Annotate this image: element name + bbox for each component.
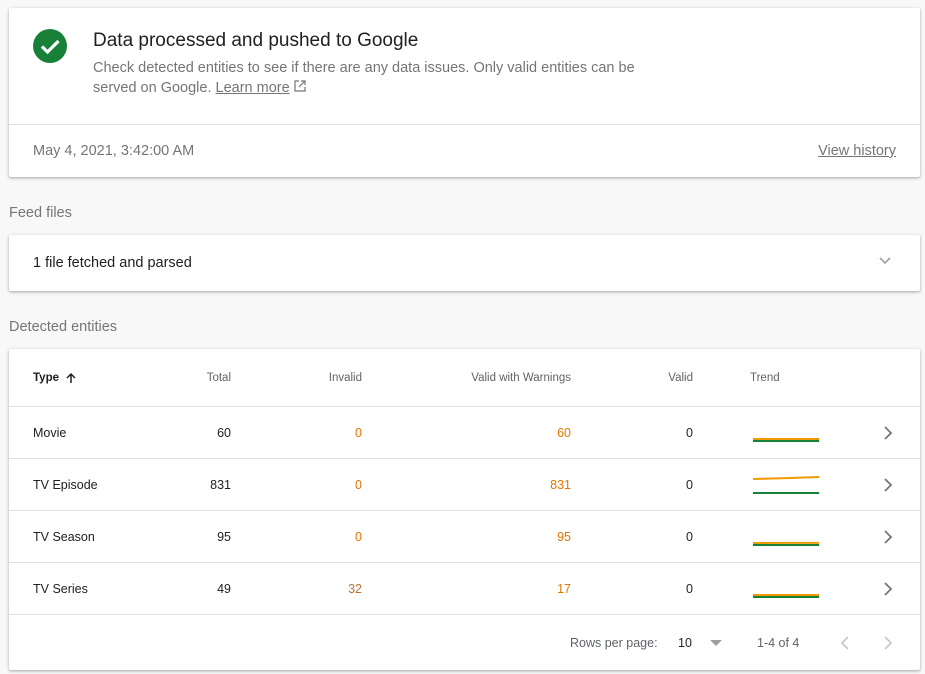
cell-invalid: 32 — [348, 581, 362, 596]
cell-warnings: 831 — [550, 477, 571, 492]
table-row[interactable]: TV Season 95 0 95 0 — [9, 511, 920, 563]
arrow-up-icon — [66, 372, 76, 383]
chevron-right-icon[interactable] — [883, 581, 893, 596]
cell-warnings: 95 — [557, 529, 571, 544]
rows-per-page-select[interactable]: 10 — [678, 636, 722, 650]
table-row[interactable]: TV Episode 831 0 831 0 — [9, 459, 920, 511]
cell-type: TV Season — [33, 529, 95, 544]
page-range: 1-4 of 4 — [757, 635, 800, 650]
column-header-invalid[interactable]: Invalid — [328, 371, 362, 384]
cell-valid: 0 — [686, 581, 693, 596]
status-title: Data processed and pushed to Google — [93, 30, 419, 51]
view-history-link[interactable]: View history — [818, 143, 896, 159]
column-header-trend: Trend — [750, 371, 780, 384]
caret-down-icon — [709, 639, 722, 646]
cell-valid: 0 — [686, 425, 693, 440]
detected-entities-heading: Detected entities — [9, 319, 118, 335]
table-header: Type Total Invalid Valid with Warnings V… — [9, 349, 920, 407]
divider — [9, 124, 920, 125]
column-header-warnings[interactable]: Valid with Warnings — [471, 371, 571, 384]
cell-type: TV Episode — [33, 477, 98, 492]
trend-sparkline — [753, 437, 819, 442]
status-card: Data processed and pushed to Google Chec… — [9, 8, 920, 177]
cell-valid: 0 — [686, 477, 693, 492]
external-link-icon — [294, 80, 306, 92]
feed-summary: 1 file fetched and parsed — [33, 255, 192, 271]
cell-total: 95 — [217, 529, 231, 544]
trend-sparkline — [753, 541, 819, 546]
table-row[interactable]: Movie 60 0 60 0 — [9, 407, 920, 459]
feed-files-heading: Feed files — [9, 205, 72, 221]
cell-total: 49 — [217, 581, 231, 596]
column-header-total[interactable]: Total — [206, 371, 231, 384]
prev-page-icon[interactable] — [839, 635, 851, 650]
column-header-type[interactable]: Type — [33, 372, 77, 384]
trend-warnings-line — [753, 475, 819, 480]
cell-total: 60 — [217, 425, 231, 440]
cell-type: Movie — [33, 425, 67, 440]
entities-table: Type Total Invalid Valid with Warnings V… — [9, 349, 920, 670]
chevron-right-icon[interactable] — [883, 529, 893, 544]
table-row[interactable]: TV Series 49 32 17 0 — [9, 563, 920, 615]
column-header-valid[interactable]: Valid — [668, 371, 693, 384]
chevron-down-icon[interactable] — [878, 253, 892, 267]
cell-warnings: 60 — [557, 425, 571, 440]
trend-sparkline — [753, 593, 819, 598]
rows-per-page-label: Rows per page: — [570, 635, 658, 650]
next-page-icon[interactable] — [882, 635, 894, 650]
feed-files-expander[interactable]: 1 file fetched and parsed — [9, 235, 920, 291]
chevron-right-icon[interactable] — [883, 425, 893, 440]
pagination: Rows per page: 10 1-4 of 4 — [9, 615, 920, 670]
learn-more-link[interactable]: Learn more — [215, 80, 290, 96]
chevron-right-icon[interactable] — [883, 477, 893, 492]
trend-sparkline — [753, 475, 819, 494]
cell-total: 831 — [210, 477, 231, 492]
cell-invalid: 0 — [355, 477, 362, 492]
check-circle-icon — [33, 29, 67, 63]
cell-warnings: 17 — [557, 581, 571, 596]
timestamp: May 4, 2021, 3:42:00 AM — [33, 143, 195, 159]
cell-valid: 0 — [686, 529, 693, 544]
cell-invalid: 0 — [355, 425, 362, 440]
cell-type: TV Series — [33, 581, 88, 596]
status-description: Check detected entities to see if there … — [93, 60, 635, 96]
cell-invalid: 0 — [355, 529, 362, 544]
